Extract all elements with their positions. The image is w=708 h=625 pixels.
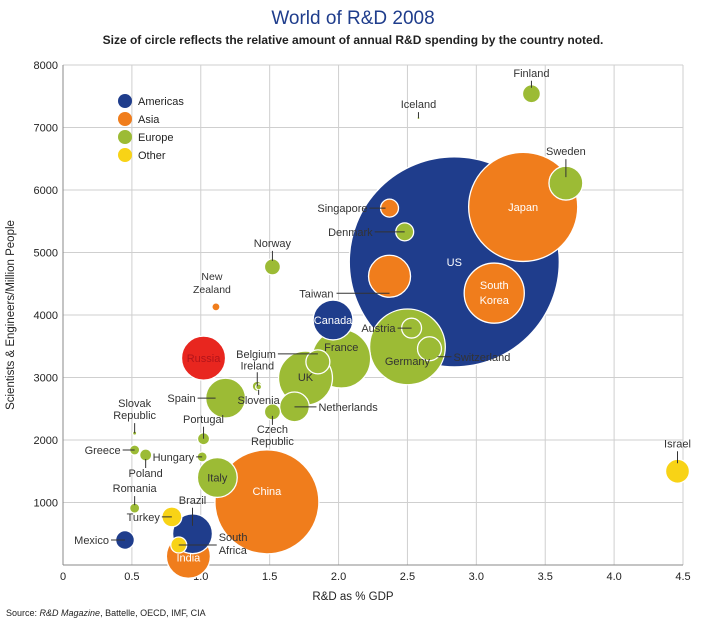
legend-swatch-europe: [118, 130, 132, 144]
y-tick-label: 3000: [34, 373, 58, 385]
bubble-labels: US Japan China Germany France South Korea UK Rus…: [74, 68, 691, 565]
label-czech-republic: Czech: [257, 424, 288, 436]
label-ireland: Ireland: [240, 360, 274, 372]
label-south-africa: South: [219, 532, 248, 544]
label-south-korea: Korea: [480, 295, 510, 307]
bubble-new-zealand: [211, 302, 221, 312]
label-norway: Norway: [254, 238, 292, 250]
x-tick-label: 2.5: [400, 571, 415, 583]
legend-label-europe: Europe: [138, 132, 173, 144]
legend-label-asia: Asia: [138, 114, 160, 126]
x-tick-label: 2.0: [331, 571, 346, 583]
label-brazil: Brazil: [179, 495, 207, 507]
bubble-belgium: [305, 349, 331, 375]
y-tick-label: 4000: [34, 310, 58, 322]
axes: 0 0.5 1.0 1.5 2.0 2.5 3.0 3.5 4.0 4.5100020003000…: [34, 60, 691, 583]
bubble-canada: [312, 299, 354, 341]
legend-swatch-other: [118, 148, 132, 162]
label-belgium: Belgium: [236, 349, 276, 361]
label-spain: Spain: [167, 393, 195, 405]
label-taiwan: Taiwan: [299, 288, 333, 300]
bubbles: [114, 84, 691, 579]
label-netherlands: Netherlands: [318, 402, 378, 414]
x-tick-label: 4.0: [606, 571, 621, 583]
source-rest: , Battelle, OECD, IMF, CIA: [100, 608, 206, 618]
chart-title: World of R&D 2008: [271, 8, 434, 29]
bubble-switzerland: [416, 336, 443, 362]
label-sweden: Sweden: [546, 146, 586, 158]
source-italic: R&D Magazine: [40, 608, 101, 618]
bubble-germany: [368, 308, 446, 386]
label-israel: Israel: [664, 438, 691, 450]
label-south-korea: South: [480, 280, 509, 292]
y-tick-label: 7000: [34, 123, 58, 135]
legend-swatch-asia: [118, 112, 132, 126]
label-italy: Italy: [207, 473, 228, 485]
label-hungary: Hungary: [153, 452, 195, 464]
source-note: Source: R&D Magazine, Battelle, OECD, IM…: [6, 608, 206, 618]
y-tick-label: 1000: [34, 498, 58, 510]
label-new-zealand: Zealand: [193, 284, 231, 296]
legend-label-americas: Americas: [138, 96, 184, 108]
label-germany: Germany: [385, 356, 431, 368]
label-france: France: [324, 342, 358, 354]
label-czech-republic: Republic: [251, 436, 294, 448]
label-romania: Romania: [113, 483, 158, 495]
x-tick-label: 4.5: [675, 571, 690, 583]
legend-swatch-americas: [118, 94, 132, 108]
label-south-africa: Africa: [219, 545, 248, 557]
label-canada: Canada: [314, 315, 353, 327]
x-tick-label: 3.5: [538, 571, 553, 583]
bubble-russia: [180, 335, 227, 381]
label-uk: UK: [298, 372, 314, 384]
y-tick-label: 6000: [34, 185, 58, 197]
label-china: China: [253, 486, 283, 498]
bubble-south-korea: [463, 262, 525, 324]
y-axis-label: Scientists & Engineers/Million People: [5, 220, 17, 410]
label-singapore: Singapore: [317, 203, 367, 215]
label-mexico: Mexico: [74, 535, 109, 547]
x-tick-label: 1.5: [262, 571, 277, 583]
label-portugal: Portugal: [183, 414, 224, 426]
bubble-italy: [196, 456, 238, 499]
y-tick-label: 8000: [34, 60, 58, 72]
label-finland: Finland: [513, 68, 549, 80]
label-greece: Greece: [85, 445, 121, 457]
x-tick-label: 0.5: [124, 571, 139, 583]
source-prefix: Source:: [6, 608, 40, 618]
bubble-norway: [263, 258, 282, 276]
label-slovak-republic: Republic: [113, 410, 156, 422]
label-switzerland: Switzerland: [453, 352, 510, 364]
x-tick-label: 0: [60, 571, 66, 583]
label-slovak-republic: Slovak: [118, 398, 152, 410]
bubble-taiwan: [367, 254, 412, 298]
label-iceland: Iceland: [401, 99, 436, 111]
x-tick-label: 3.0: [469, 571, 484, 583]
label-denmark: Denmark: [328, 227, 373, 239]
label-poland: Poland: [129, 468, 163, 480]
y-tick-label: 2000: [34, 435, 58, 447]
chart-subtitle: Size of circle reflects the relative amo…: [103, 33, 604, 47]
label-russia: Russia: [187, 353, 222, 365]
label-us: US: [447, 257, 462, 269]
label-new-zealand: New: [201, 271, 222, 283]
label-austria: Austria: [361, 323, 396, 335]
legend: Americas Asia Europe Other: [118, 94, 184, 162]
label-india: India: [176, 552, 201, 564]
legend-label-other: Other: [138, 150, 166, 162]
label-turkey: Turkey: [127, 512, 161, 524]
label-slovenia: Slovenia: [238, 395, 281, 407]
label-japan: Japan: [508, 202, 538, 214]
x-axis-label: R&D as % GDP: [312, 591, 393, 603]
bubble-china: [214, 449, 320, 555]
bubble-slovenia: [255, 383, 263, 391]
y-tick-label: 5000: [34, 248, 58, 260]
